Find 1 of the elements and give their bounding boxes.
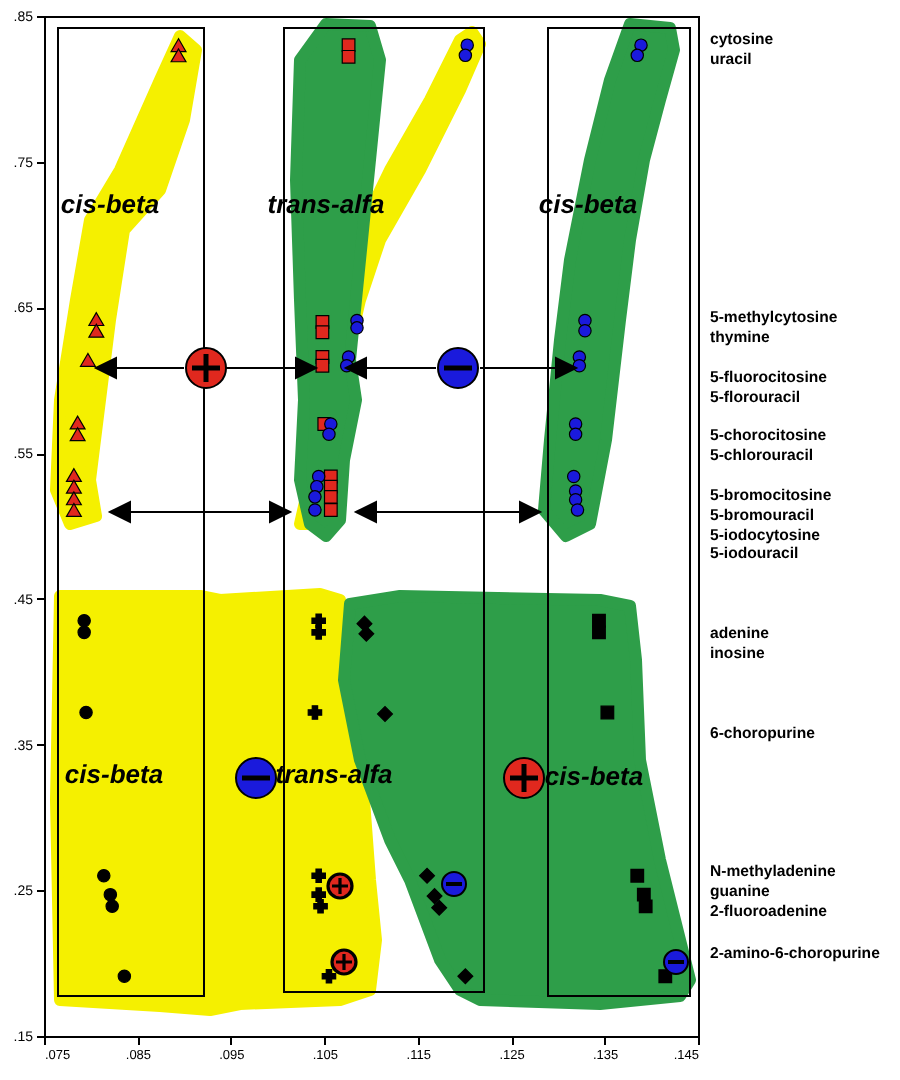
annotation: cis-beta: [64, 758, 164, 789]
